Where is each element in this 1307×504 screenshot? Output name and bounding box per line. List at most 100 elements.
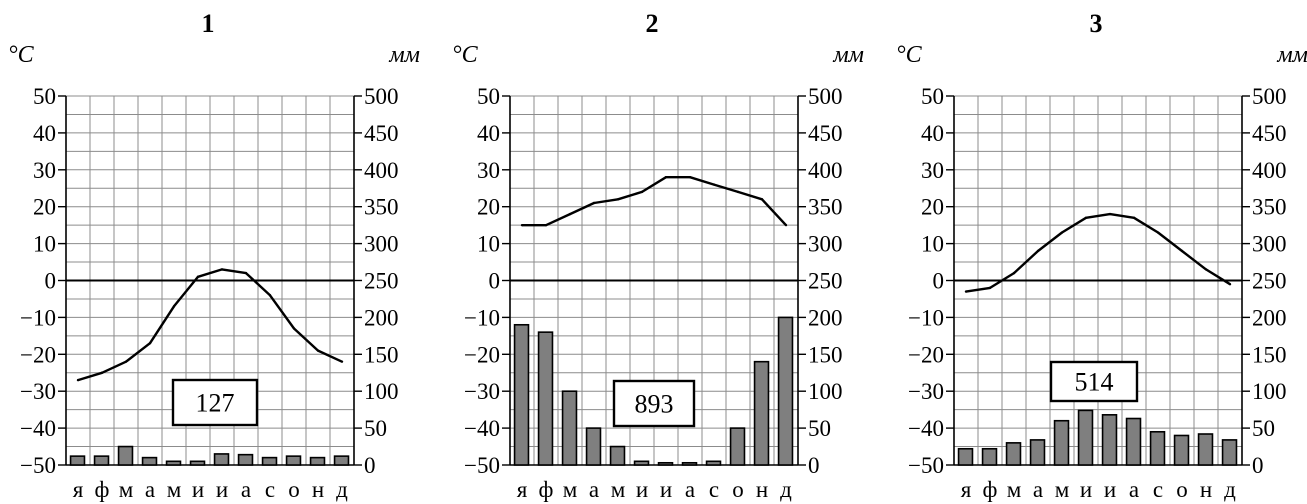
month-label: и [1080,477,1092,502]
precipitation-bar [981,447,998,466]
y2-tick-label: 100 [1252,379,1287,404]
month-label: а [1129,477,1139,502]
y2-tick-label: 50 [364,416,387,441]
temperature-point [1156,231,1160,234]
month-label: м [1007,477,1022,502]
temperature-point [544,223,548,227]
precipitation-bar [1125,417,1142,466]
month-label: с [1153,477,1163,502]
y-tick-label: 30 [33,158,56,183]
precipitation-bar [1197,433,1214,466]
temperature-point [1132,216,1136,219]
temperature-point [988,286,992,290]
y-tick-label: 10 [477,232,500,257]
y-tick-label: −30 [464,379,500,404]
precipitation-bar [117,445,134,466]
precipitation-bar [1053,419,1070,466]
y2-tick-label: 0 [1252,453,1264,478]
climate-chart-1: 1°C мм50403020100−10−20−30−40−50500450400… [8,9,420,502]
annual-precipitation-total: 514 [1075,368,1114,397]
month-label: с [709,477,719,502]
y2-tick-label: 300 [1252,232,1287,257]
y-tick-label: −20 [908,342,944,367]
precipitation-bar [237,453,254,466]
y2-tick-label: 450 [1252,121,1287,146]
temperature-point [712,183,716,186]
temperature-point [568,212,572,216]
y-tick-label: 10 [33,232,56,257]
precipitation-bar [189,460,206,466]
temperature-line [965,212,1231,293]
precipitation-bar [213,453,230,466]
precipitation-bar [165,460,182,466]
y2-tick-label: 200 [808,305,843,330]
y2-tick-label: 200 [1252,305,1287,330]
month-label: н [756,477,768,502]
precipitation-bar [333,455,350,466]
precipitation-bar [93,455,110,466]
precipitation-bar [69,455,86,466]
temperature-point [244,271,248,275]
y-axis-unit-temperature: °C [896,42,923,68]
y-tick-label: 50 [477,84,500,109]
y2-tick-label: 400 [364,158,399,183]
y2-tick-label: 150 [364,342,399,367]
precipitation-bar [1005,442,1022,466]
y-tick-label: −40 [20,416,56,441]
month-label: и [1104,477,1116,502]
temperature-line [522,175,787,227]
y-tick-label: −50 [464,453,500,478]
y-tick-label: 50 [921,84,944,109]
y-tick-label: 10 [921,232,944,257]
y-tick-label: −30 [908,379,944,404]
temperature-point [520,223,524,227]
temperature-point [172,305,176,308]
month-label: н [312,477,324,502]
precipitation-bar [957,447,974,466]
temperature-point [1204,268,1208,271]
y2-tick-label: 350 [1252,195,1287,220]
y-tick-label: 50 [33,84,56,109]
month-label: и [216,477,228,502]
y2-tick-label: 300 [364,232,399,257]
month-label: я [961,477,972,502]
annual-precipitation-box [171,378,259,427]
temperature-line [77,268,343,382]
temperature-point [760,198,764,201]
month-label: м [119,477,134,502]
month-label: и [192,477,204,502]
y2-tick-label: 350 [808,195,843,220]
precipitation-bar [537,331,554,466]
y-tick-label: −20 [20,342,56,367]
precipitation-bar [285,455,302,466]
precipitation-bar [1029,439,1046,466]
y-tick-label: 30 [921,158,944,183]
month-label: а [145,477,155,502]
y2-tick-label: 50 [1252,416,1275,441]
y-tick-label: 30 [477,158,500,183]
y-tick-label: 0 [933,269,945,294]
month-label: м [611,477,626,502]
temperature-point [316,349,320,352]
y-axis-unit-precipitation: мм [1276,42,1307,68]
temperature-point [124,360,128,363]
precipitation-bar [1149,430,1166,466]
y-tick-label: 20 [477,195,500,220]
chart-title: 3 [1090,9,1103,38]
y-tick-label: 40 [921,121,944,146]
y-axis-unit-temperature: °C [452,42,479,68]
y2-tick-label: 150 [1252,342,1287,367]
climate-chart-2: 2°C мм50403020100−10−20−30−40−50500450400… [452,9,864,502]
y-tick-label: −50 [908,453,944,478]
y2-tick-label: 300 [808,232,843,257]
temperature-point [592,201,596,205]
precipitation-bar [705,460,722,466]
y-tick-label: 0 [45,269,57,294]
y-axis-unit-precipitation: мм [388,42,420,68]
precipitation-bar [1173,434,1190,466]
y-axis-unit-temperature: °C [8,42,35,68]
annual-precipitation-box [1049,360,1139,403]
y-tick-label: 20 [33,195,56,220]
y2-tick-label: 0 [364,453,376,478]
